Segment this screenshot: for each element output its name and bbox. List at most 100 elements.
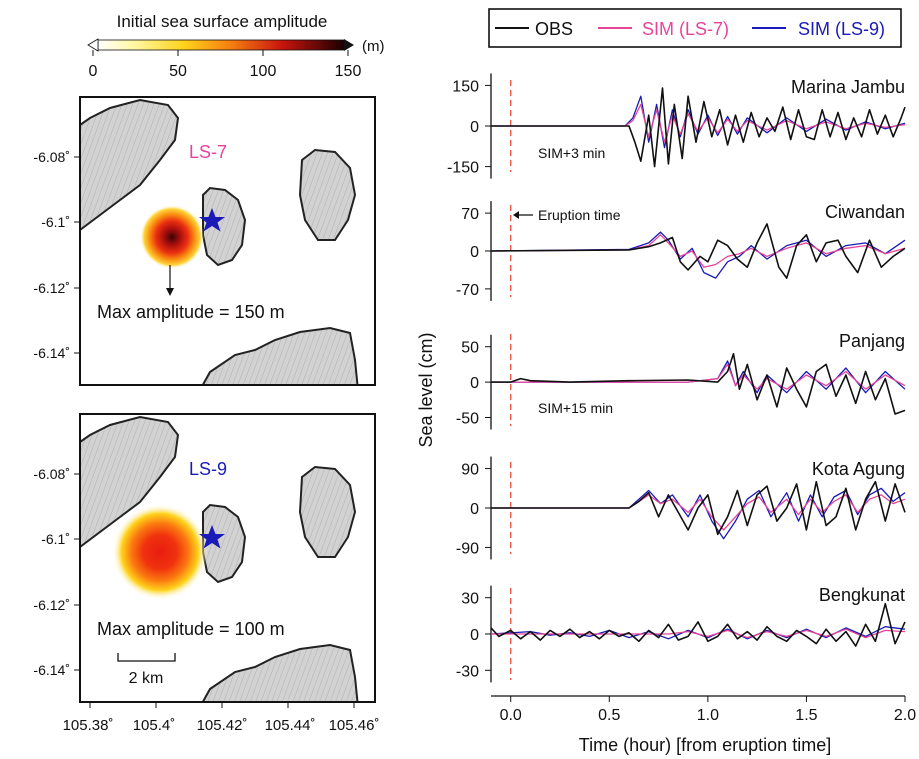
island-south [201, 326, 359, 385]
map-lat-axis: -6.08˚ -6.1˚ -6.12˚ -6.14˚ -6.08˚ -6.1˚ … [33, 149, 80, 678]
max-amplitude-text: Max amplitude = 150 m [97, 302, 285, 322]
y-tick-label: 0 [470, 119, 479, 136]
lat-tick-label: -6.12˚ [33, 280, 70, 296]
lat-tick-label: -6.1˚ [41, 214, 70, 230]
series-line-sim-ls-9 [490, 231, 906, 279]
x-axis-label: Time (hour) [from eruption time] [579, 735, 831, 755]
panel-bengkunat: 30 0 -30 Bengkunat [456, 585, 906, 683]
station-label: Bengkunat [819, 585, 905, 605]
panel-kota-agung: 90 0 -90 Kota Agung [456, 456, 906, 560]
series-line-sim-ls-7 [491, 103, 906, 143]
map-ls9: LS-9 Max amplitude = 100 m 2 km [79, 413, 376, 703]
star-icon [199, 208, 225, 232]
lat-tick-label: -6.08˚ [33, 149, 70, 165]
island-east [298, 465, 357, 558]
legend-box [488, 8, 902, 48]
station-label: Marina Jambu [791, 77, 905, 97]
colorbar-ramp [97, 39, 345, 51]
star-icon [199, 525, 225, 549]
lat-tick-label: -6.14˚ [33, 345, 70, 361]
y-axis-label: Sea level (cm) [416, 332, 436, 447]
island-south [201, 643, 359, 702]
x-tick-label: 1.0 [697, 707, 719, 724]
series-line-sim-ls-7 [491, 494, 906, 531]
island-center [202, 186, 247, 267]
y-tick-label: 0 [470, 244, 479, 261]
lat-tick-label: -6.14˚ [33, 662, 70, 678]
legend-label-obs: OBS [535, 19, 573, 39]
x-tick-label: 0.5 [598, 707, 620, 724]
y-tick-label: 150 [452, 78, 479, 95]
x-axis: 0.0 0.5 1.0 1.5 2.0 [491, 695, 916, 724]
legend-label-ls9: SIM (LS-9) [798, 19, 885, 39]
sim3-annotation: SIM+3 min [538, 145, 605, 161]
y-tick-label: -70 [456, 282, 479, 299]
y-tick-label: 90 [461, 462, 479, 479]
panel-marina-jambu: 150 0 -150 Marina Jambu [447, 73, 906, 179]
series-line-obs [490, 223, 906, 279]
y-tick-label: 0 [470, 375, 479, 392]
sim15-annotation: SIM+15 min [538, 400, 613, 416]
scale-bar-label: 2 km [129, 670, 164, 687]
scale-bar [117, 653, 176, 662]
colorbar-unit: (m) [362, 38, 385, 55]
station-label: Ciwandan [825, 202, 905, 222]
colorbar: Initial sea surface amplitude (m) 0 50 1… [87, 12, 385, 80]
series-line-obs [491, 353, 906, 415]
lon-tick-label: 105.44˚ [265, 717, 316, 734]
y-tick-label: -30 [456, 663, 479, 680]
colorbar-left-arrow [87, 38, 99, 52]
series-line-sim-ls-9 [491, 360, 906, 394]
series-line-sim-ls-7 [491, 363, 906, 390]
series-line-obs [491, 480, 906, 536]
y-tick-label: 50 [461, 340, 479, 357]
y-tick-label: 70 [461, 206, 479, 223]
colorbar-tick-label: 50 [169, 63, 187, 80]
station-label: Panjang [839, 331, 905, 351]
island-northwest [80, 415, 180, 549]
island-northwest [80, 98, 180, 232]
lon-tick-label: 105.46˚ [329, 717, 380, 734]
eruption-annotation: Eruption time [538, 207, 621, 223]
lat-tick-label: -6.1˚ [41, 531, 70, 547]
colorbar-tick-label: 100 [250, 63, 277, 80]
colorbar-tick-label: 150 [335, 63, 362, 80]
source-blob [112, 504, 208, 600]
max-amplitude-text: Max amplitude = 100 m [97, 619, 285, 639]
colorbar-title: Initial sea surface amplitude [117, 12, 328, 31]
station-label: Kota Agung [812, 459, 905, 479]
map-ls7: LS-7 Max amplitude = 150 m [79, 96, 376, 386]
tide-gauge-panels: 150 0 -150 Marina Jambu 70 0 -70 Ciwandan 50 0 -50… [447, 73, 906, 683]
series-line-obs [490, 602, 906, 647]
colorbar-right-arrow [344, 39, 354, 51]
lat-tick-label: -6.08˚ [33, 466, 70, 482]
legend: OBS SIM (LS-7) SIM (LS-9) [488, 8, 902, 48]
x-tick-label: 1.5 [795, 707, 817, 724]
colorbar-tick-label: 0 [89, 63, 98, 80]
y-tick-label: 0 [470, 627, 479, 644]
legend-label-ls7: SIM (LS-7) [642, 19, 729, 39]
island-east [298, 148, 357, 241]
x-tick-label: 2.0 [894, 707, 916, 724]
lon-tick-label: 105.38˚ [63, 717, 114, 734]
lon-tick-label: 105.42˚ [197, 717, 248, 734]
map-label: LS-7 [189, 142, 227, 162]
map-lon-axis: 105.38˚ 105.4˚ 105.42˚ 105.44˚ 105.46˚ [63, 702, 380, 734]
y-tick-label: -50 [456, 411, 479, 428]
map-label: LS-9 [189, 459, 227, 479]
source-blob [140, 205, 204, 269]
y-tick-label: 0 [470, 501, 479, 518]
y-tick-label: -90 [456, 540, 479, 557]
series-line-sim-ls-9 [491, 95, 906, 149]
lat-tick-label: -6.12˚ [33, 597, 70, 613]
panel-panjang: 50 0 -50 Panjang [456, 331, 906, 430]
eruption-arrowhead [513, 211, 519, 219]
arrowhead [166, 288, 174, 296]
x-tick-label: 0.0 [500, 707, 522, 724]
panel-ciwandan: 70 0 -70 Ciwandan [456, 201, 906, 301]
lon-tick-label: 105.4˚ [133, 717, 176, 734]
y-tick-label: -150 [447, 160, 479, 177]
series-line-sim-ls-7 [491, 628, 906, 639]
series-line-obs [491, 87, 906, 168]
